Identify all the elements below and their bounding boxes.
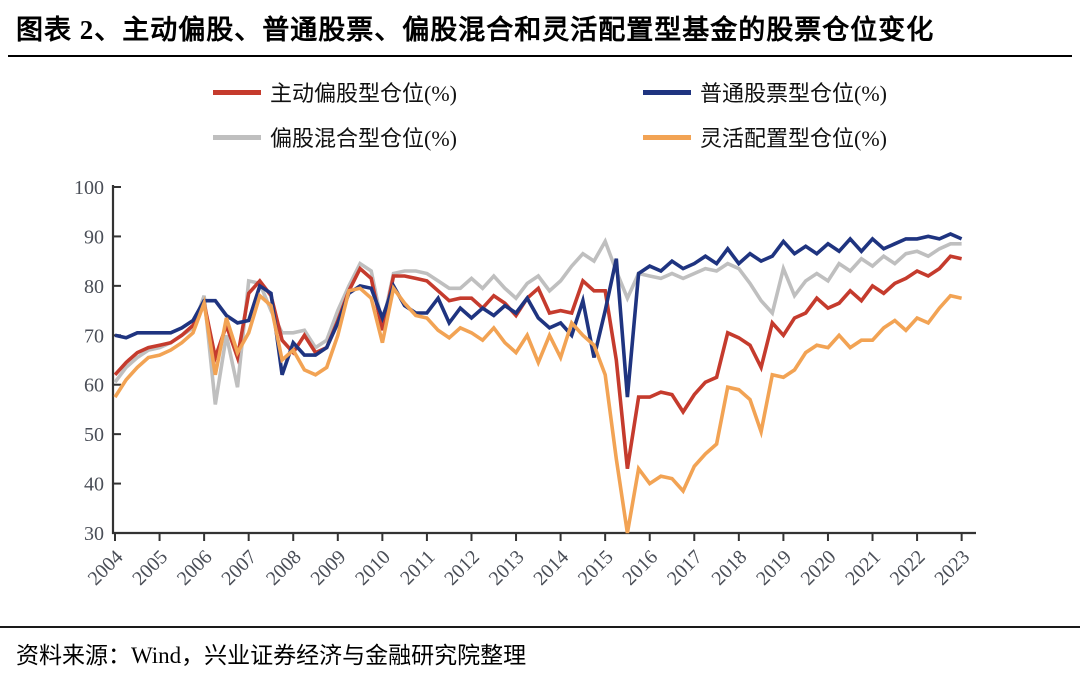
y-axis-label: 100	[74, 177, 104, 199]
legend-label-common-stock: 普通股票型仓位(%)	[700, 81, 887, 106]
legend-item-flexible-allocation: 灵活配置型仓位(%)	[643, 121, 887, 153]
title-divider	[8, 55, 1072, 57]
x-axis-label: 2021	[841, 546, 885, 590]
x-axis-label: 2019	[752, 546, 796, 590]
x-axis-label: 2006	[173, 546, 217, 590]
legend-item-common-stock: 普通股票型仓位(%)	[643, 76, 887, 108]
x-axis-label: 2013	[485, 546, 529, 590]
legend-item-equity-hybrid: 偏股混合型仓位(%)	[213, 121, 643, 153]
x-axis-label: 2010	[351, 546, 395, 590]
x-axis-label: 2011	[396, 546, 439, 589]
chart-svg: 30 40 50 60 70 80 90 100 2004 2005 2006 2007 2008 200…	[74, 177, 976, 590]
x-axis-label: 2014	[529, 546, 573, 590]
x-axis-label: 2018	[708, 546, 752, 590]
x-axis-label: 2012	[440, 546, 484, 590]
x-axis-label: 2020	[797, 546, 841, 590]
y-axis-label: 50	[84, 424, 104, 446]
legend-label-equity-hybrid: 偏股混合型仓位(%)	[270, 126, 457, 151]
legend-label-active-equity: 主动偏股型仓位(%)	[270, 81, 457, 106]
legend-swatch-active-equity	[213, 89, 261, 95]
legend-item-active-equity: 主动偏股型仓位(%)	[213, 76, 643, 108]
bottom-divider	[0, 626, 1080, 628]
page-title: 图表 2、主动偏股、普通股票、偏股混合和灵活配置型基金的股票仓位变化	[16, 15, 935, 45]
legend-label-flexible-allocation: 灵活配置型仓位(%)	[700, 126, 887, 151]
x-axis-label: 2017	[663, 546, 707, 590]
line-chart: 30 40 50 60 70 80 90 100 2004 2005 2006 2007 2008 200…	[0, 150, 1080, 620]
x-axis-label: 2005	[128, 546, 172, 590]
y-axis-label: 30	[84, 523, 104, 545]
x-axis-label: 2004	[84, 546, 128, 590]
x-axis-label: 2015	[574, 546, 618, 590]
legend-swatch-equity-hybrid	[213, 134, 261, 140]
x-axis-label: 2022	[886, 546, 930, 590]
y-axis-label: 40	[84, 474, 104, 496]
x-axis-label: 2009	[306, 546, 350, 590]
y-axis-label: 90	[84, 226, 104, 248]
x-axis-label: 2023	[930, 546, 974, 590]
source-note: 资料来源：Wind，兴业证券经济与金融研究院整理	[16, 643, 527, 668]
y-axis-label: 70	[84, 325, 104, 347]
x-axis-label: 2008	[262, 546, 306, 590]
legend-swatch-flexible-allocation	[643, 134, 691, 140]
series-line-common-stock	[114, 232, 963, 398]
y-axis-label: 80	[84, 276, 104, 298]
legend-swatch-common-stock	[643, 89, 691, 95]
chart-legend: 主动偏股型仓位(%) 普通股票型仓位(%) 偏股混合型仓位(%) 灵活配置型仓位…	[213, 76, 887, 153]
x-axis-label: 2016	[618, 546, 662, 590]
series-line-active-equity	[113, 254, 962, 469]
y-axis-label: 60	[84, 375, 104, 397]
series-line-flexible-allocation	[113, 283, 962, 534]
x-axis-label: 2007	[217, 546, 261, 590]
